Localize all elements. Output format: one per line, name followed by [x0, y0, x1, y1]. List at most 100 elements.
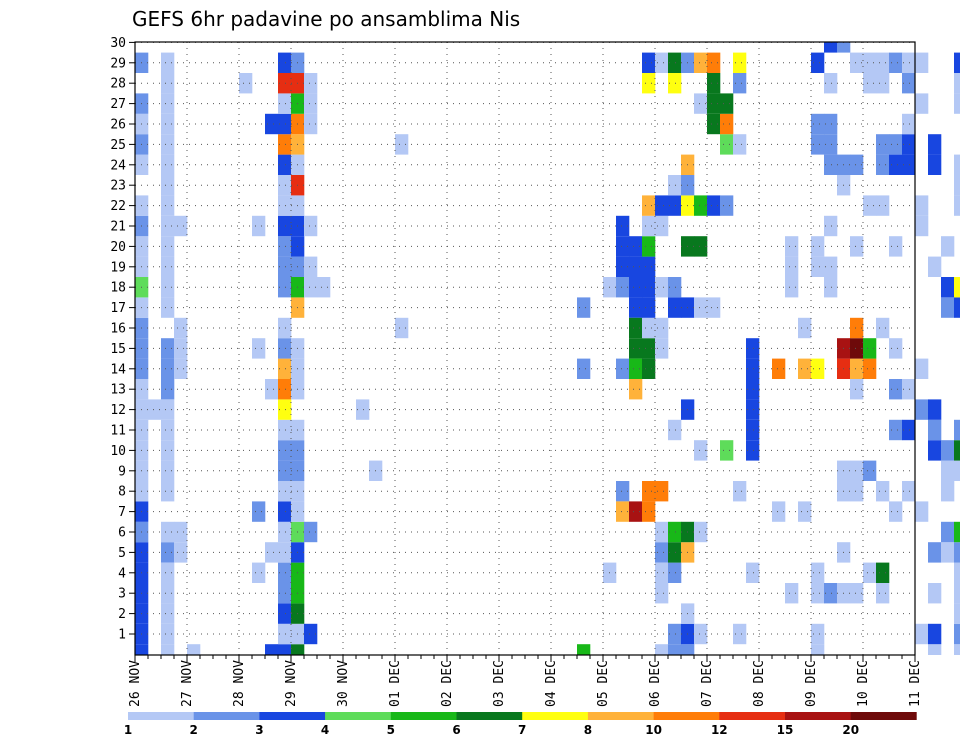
heatmap-cell	[642, 195, 656, 216]
heatmap-cell	[941, 542, 955, 563]
colorbar-label: 1	[124, 723, 132, 737]
heatmap-cell	[161, 521, 175, 543]
heatmap-cell	[278, 521, 292, 543]
y-tick-label: 2	[118, 607, 126, 622]
heatmap-cell	[161, 481, 175, 502]
heatmap-cell	[889, 236, 903, 257]
colorbar-swatch	[587, 712, 654, 720]
heatmap-cell	[954, 542, 960, 563]
heatmap-cell	[278, 154, 292, 175]
heatmap-cell	[278, 256, 292, 277]
heatmap-cell	[278, 419, 292, 441]
heatmap-cell	[642, 215, 656, 237]
heatmap-cell	[616, 501, 630, 522]
colorbar-label: 6	[452, 723, 460, 737]
heatmap-cell	[850, 317, 864, 339]
heatmap-cell	[642, 73, 656, 94]
heatmap-cell	[278, 379, 292, 400]
y-tick-label: 22	[110, 199, 126, 214]
heatmap-cell	[902, 481, 916, 502]
heatmap-cell	[655, 277, 669, 298]
heatmap-cell	[954, 277, 960, 298]
heatmap-cell	[694, 195, 708, 216]
colorbar-swatch	[390, 712, 457, 720]
y-tick-label: 17	[110, 301, 126, 316]
heatmap-cell	[915, 215, 929, 237]
heatmap-cell	[304, 277, 318, 298]
heatmap-cell	[616, 236, 630, 257]
heatmap-cell	[278, 113, 292, 135]
heatmap-cell	[161, 215, 175, 237]
heatmap-cell	[174, 338, 188, 359]
heatmap-cell	[915, 93, 929, 114]
heatmap-cell	[889, 134, 903, 155]
colorbar-label: 10	[645, 723, 662, 737]
heatmap-cell	[291, 644, 305, 655]
heatmap-cell	[876, 317, 890, 339]
heatmap-cell	[720, 134, 734, 155]
heatmap-cell	[850, 358, 864, 379]
colorbar-label: 15	[777, 723, 794, 737]
heatmap-cell	[928, 440, 942, 461]
heatmap-cell	[824, 277, 838, 298]
heatmap-cell	[785, 277, 799, 298]
heatmap-cell	[629, 236, 643, 257]
heatmap-cell	[629, 379, 643, 400]
colorbar-label: 4	[321, 723, 329, 737]
heatmap-cell	[161, 154, 175, 175]
x-tick-label: 26 NOV	[128, 660, 143, 707]
heatmap-cell	[902, 154, 916, 175]
heatmap-cell	[616, 277, 630, 298]
colorbar-label: 5	[387, 723, 395, 737]
heatmap-cell	[941, 481, 955, 502]
heatmap-cell	[278, 236, 292, 257]
heatmap-cell	[642, 52, 656, 73]
x-tick-label: 01 DEC	[388, 660, 403, 707]
heatmap-cell	[265, 644, 279, 655]
heatmap-cell	[954, 603, 960, 624]
heatmap-cell	[850, 460, 864, 481]
heatmap-cell	[655, 562, 669, 583]
heatmap-cell	[174, 215, 188, 237]
heatmap-cell	[629, 338, 643, 359]
heatmap-cell	[642, 236, 656, 257]
heatmap-cell	[824, 154, 838, 175]
heatmap-cell	[733, 481, 747, 502]
heatmap-cell	[577, 297, 591, 318]
heatmap-cell	[941, 440, 955, 461]
heatmap-cell	[863, 562, 877, 583]
heatmap-cell	[798, 358, 812, 379]
heatmap-cell	[954, 73, 960, 94]
heatmap-cell	[161, 460, 175, 481]
heatmap-cell	[954, 297, 960, 318]
heatmap-cell	[161, 623, 175, 645]
heatmap-cell	[850, 236, 864, 257]
heatmap-cell	[278, 603, 292, 624]
heatmap-cell	[278, 562, 292, 583]
y-tick-label: 14	[110, 362, 126, 377]
heatmap-cell	[915, 399, 929, 420]
heatmap-cell	[304, 623, 318, 645]
heatmap-cell	[655, 317, 669, 339]
heatmap-cell	[278, 134, 292, 155]
heatmap-cell	[629, 297, 643, 318]
x-tick-label: 03 DEC	[492, 660, 507, 707]
heatmap-cell	[278, 175, 292, 196]
heatmap-cell	[876, 154, 890, 175]
heatmap-cell	[902, 52, 916, 73]
heatmap-cell	[161, 562, 175, 583]
x-tick-label: 29 NOV	[284, 660, 299, 707]
heatmap-cell	[733, 52, 747, 73]
heatmap-cell	[954, 521, 960, 543]
heatmap-cell	[629, 277, 643, 298]
heatmap-cell	[668, 297, 682, 318]
heatmap-cell	[668, 521, 682, 543]
heatmap-cell	[174, 358, 188, 379]
heatmap-cell	[252, 215, 266, 237]
heatmap-cell	[694, 236, 708, 257]
heatmap-cell	[954, 52, 960, 73]
heatmap-cell	[278, 623, 292, 645]
heatmap-cell	[161, 134, 175, 155]
y-tick-label: 24	[110, 158, 126, 173]
